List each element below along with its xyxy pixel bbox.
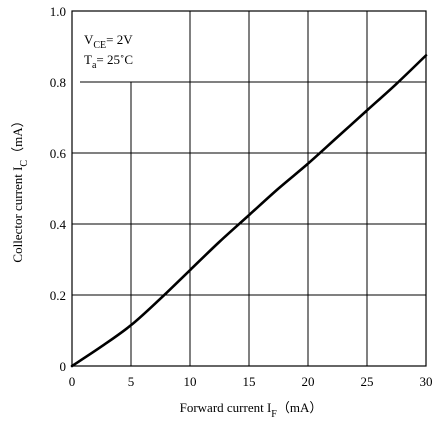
annotation-ta-sub: a — [92, 60, 97, 71]
annotation-vce-rest: = 2V — [106, 32, 133, 47]
y-axis-label: Collector current IC（mA） — [10, 114, 30, 262]
annotation-ta: Ta= 25˚C — [84, 52, 133, 71]
x-tick-label: 20 — [302, 374, 315, 389]
x-axis-label: Forward current IF（mA） — [180, 400, 323, 420]
y-tick-label: 0.6 — [50, 146, 67, 161]
series-line — [70, 54, 428, 368]
x-tick-label: 25 — [361, 374, 374, 389]
x-tick-labels: 0 5 10 15 20 25 30 — [69, 374, 433, 389]
x-axis-label-sub: F — [271, 409, 277, 420]
x-tick-label: 30 — [420, 374, 433, 389]
plot-frame — [71, 10, 427, 367]
annotation-vce: VCE= 2V — [84, 32, 133, 51]
x-axis-label-unit: （mA） — [277, 400, 323, 415]
annotation-vce-main: V — [84, 32, 94, 47]
annotation-vce-sub: CE — [93, 40, 106, 51]
y-tick-label: 0.4 — [50, 217, 67, 232]
y-axis-label-main: Collector current I — [10, 167, 25, 263]
y-tick-label: 1.0 — [50, 4, 66, 19]
y-tick-label: 0.2 — [50, 288, 66, 303]
x-tick-label: 10 — [184, 374, 197, 389]
y-axis-label-unit: （mA） — [10, 114, 25, 160]
y-tick-label: 0.8 — [50, 75, 66, 90]
x-axis-label-main: Forward current I — [180, 400, 272, 415]
annotation-ta-main: T — [84, 52, 92, 67]
x-tick-label: 5 — [128, 374, 135, 389]
annotation-ta-rest: = 25˚C — [96, 52, 133, 67]
x-tick-label: 0 — [69, 374, 76, 389]
grid-lines — [72, 11, 426, 366]
y-tick-label: 0 — [60, 359, 67, 374]
y-tick-labels: 0 0.2 0.4 0.6 0.8 1.0 — [50, 4, 67, 374]
y-axis-label-sub: C — [19, 160, 30, 167]
x-tick-label: 15 — [243, 374, 256, 389]
